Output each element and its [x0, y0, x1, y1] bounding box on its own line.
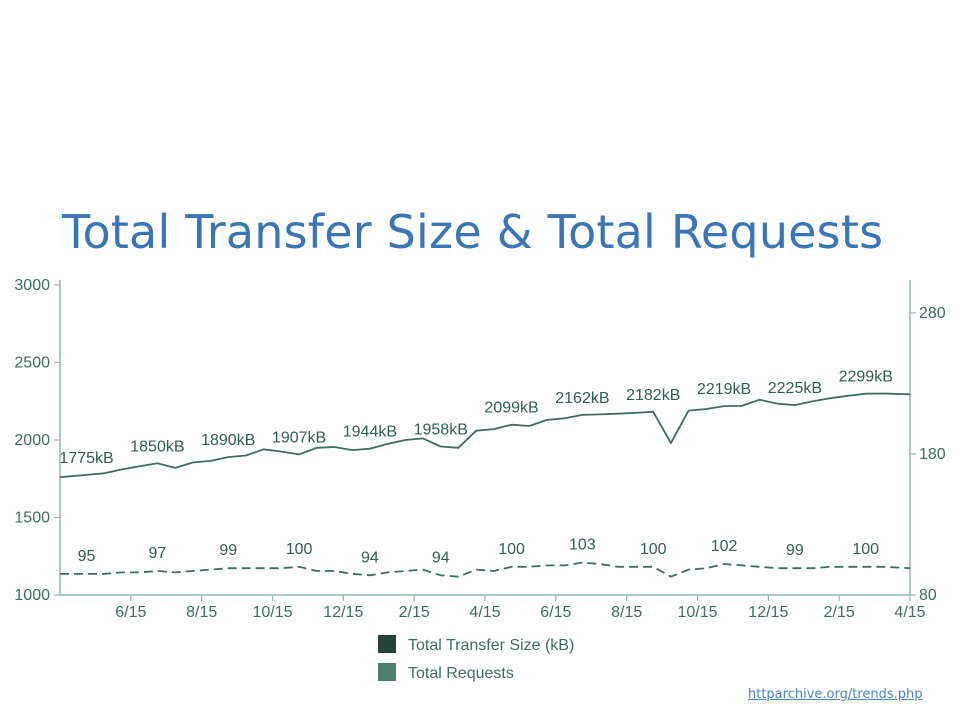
- requests-data-label: 94: [361, 549, 379, 566]
- x-tick-label: 4/15: [894, 604, 925, 621]
- x-tick-label: 6/15: [540, 604, 571, 621]
- left-axis-ticks: 1000 1500 2000 2500 3000: [14, 277, 60, 604]
- x-axis-ticks: 6/15 8/15 10/15 12/15 2/15 4/15 6/15 8/15 10/15 1…: [115, 595, 926, 621]
- transfer-size-data-label: 2219kB: [697, 381, 751, 398]
- requests-data-label: 100: [852, 541, 879, 558]
- x-tick-label: 4/15: [469, 604, 500, 621]
- requests-data-label: 100: [286, 541, 313, 558]
- transfer-size-data-label: 2299kB: [839, 369, 893, 386]
- slide-title: Total Transfer Size & Total Requests: [62, 205, 884, 259]
- x-tick-label: 2/15: [824, 604, 855, 621]
- data-labels: 1775kB 1850kB 1890kB 1907kB 1944kB 1958kB 2099…: [59, 369, 892, 567]
- transfer-size-data-label: 1890kB: [201, 432, 255, 449]
- transfer-size-data-label: 2225kB: [768, 380, 822, 397]
- transfer-size-data-label: 1775kB: [59, 450, 113, 467]
- requests-data-label: 99: [219, 542, 237, 559]
- transfer-size-line: [59, 392, 911, 479]
- chart-axes: [59, 280, 911, 596]
- left-tick-label: 3000: [14, 277, 50, 294]
- x-tick-label: 12/15: [748, 604, 788, 621]
- right-tick-label: 180: [919, 446, 946, 463]
- requests-data-label: 97: [148, 545, 166, 562]
- left-tick-label: 2000: [14, 432, 50, 449]
- requests-data-label: 100: [640, 541, 667, 558]
- series-layer: [59, 392, 911, 578]
- transfer-size-data-label: 1850kB: [130, 438, 184, 455]
- legend-label-requests: Total Requests: [408, 665, 514, 682]
- requests-data-label: 102: [711, 538, 738, 555]
- transfer-size-data-label: 2162kB: [555, 390, 609, 407]
- transfer-requests-chart: 1000 1500 2000 2500 3000 80 180 280 6/15 8/15 10…: [14, 277, 946, 682]
- transfer-size-data-label: 2099kB: [484, 400, 538, 417]
- legend-label-transfer-size: Total Transfer Size (kB): [408, 637, 574, 654]
- x-tick-label: 6/15: [115, 604, 146, 621]
- requests-line: [60, 561, 911, 578]
- legend-swatch-transfer-size: [378, 635, 396, 653]
- transfer-size-data-label: 1907kB: [272, 429, 326, 446]
- x-tick-label: 2/15: [399, 604, 430, 621]
- right-tick-label: 80: [919, 587, 937, 604]
- left-tick-label: 1500: [14, 510, 50, 527]
- left-tick-label: 1000: [14, 587, 50, 604]
- legend-swatch-requests: [378, 663, 396, 681]
- x-tick-label: 12/15: [323, 604, 363, 621]
- requests-data-label: 95: [78, 548, 96, 565]
- x-tick-label: 8/15: [611, 604, 642, 621]
- x-tick-label: 10/15: [677, 604, 717, 621]
- requests-data-label: 100: [498, 541, 525, 558]
- x-tick-label: 8/15: [186, 604, 217, 621]
- requests-data-label: 103: [569, 537, 596, 554]
- requests-data-label: 94: [432, 549, 450, 566]
- chart-legend: Total Transfer Size (kB) Total Requests: [378, 635, 574, 682]
- transfer-size-data-label: 1958kB: [414, 422, 468, 439]
- right-axis-ticks: 80 180 280: [910, 305, 946, 604]
- right-tick-label: 280: [919, 305, 946, 322]
- left-tick-label: 2500: [14, 355, 50, 372]
- transfer-size-data-label: 2182kB: [626, 387, 680, 404]
- x-tick-label: 10/15: [252, 604, 292, 621]
- source-link[interactable]: httparchive.org/trends.php: [748, 687, 923, 702]
- requests-data-label: 99: [786, 542, 804, 559]
- transfer-size-data-label: 1944kB: [343, 424, 397, 441]
